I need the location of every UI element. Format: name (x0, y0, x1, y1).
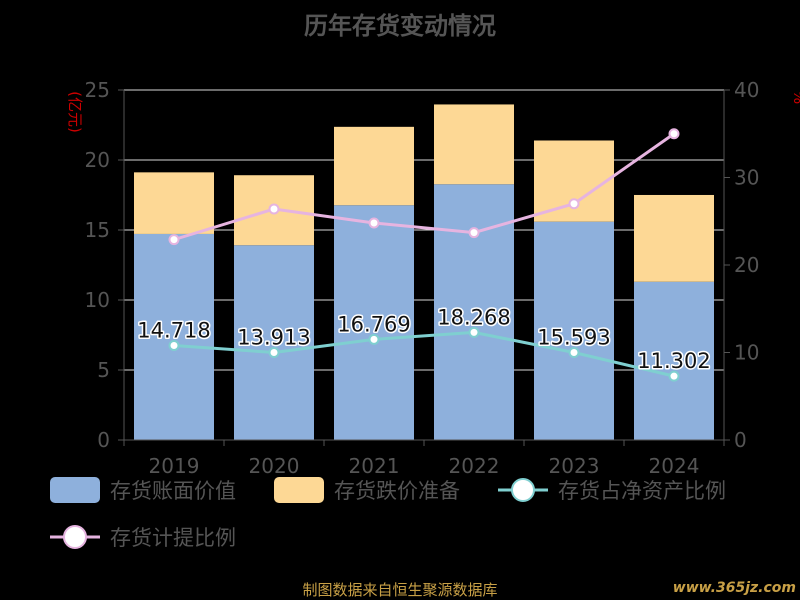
data-label: 18.268 (437, 305, 510, 329)
data-label: 11.302 (637, 349, 710, 373)
data-label: 16.769 (337, 312, 410, 336)
watermark: www.365jz.com (673, 580, 796, 596)
x-tick-label: 2019 (149, 454, 200, 478)
bar-book-value (334, 205, 414, 440)
bar-impairment (434, 104, 514, 185)
right-tick-label: 0 (734, 428, 747, 452)
left-tick-label: 20 (85, 148, 110, 172)
ratio-net-assets-point (168, 340, 180, 351)
ratio-net-assets-point (368, 333, 380, 345)
bar-impairment (634, 194, 714, 282)
source-note: 制图数据来自恒生聚源数据库 (302, 581, 497, 599)
bar-book-value (234, 245, 314, 440)
left-tick-label: 10 (85, 288, 110, 312)
right-tick-label: 20 (734, 253, 759, 277)
legend-ratio-net-assets-label: 存货占净资产比例 (558, 479, 726, 503)
chart-title: 历年存货变动情况 (304, 12, 496, 40)
provision-ratio-point (468, 227, 480, 239)
provision-ratio-line (173, 132, 675, 242)
bar-book-value (634, 281, 714, 440)
ratio-net-assets-point (568, 347, 580, 358)
ratio-net-assets-point (268, 347, 280, 358)
bar-book-value (134, 233, 214, 440)
bar-impairment (334, 126, 414, 206)
right-tick-label: 10 (734, 341, 759, 365)
left-tick-label: 5 (97, 358, 110, 382)
legend-provision-ratio-label: 存货计提比例 (110, 526, 236, 550)
bar-book-value (534, 221, 614, 440)
ratio-net-assets-point (468, 326, 480, 338)
bar-impairment (134, 172, 214, 234)
provision-ratio-point (168, 234, 180, 246)
bar-impairment (534, 140, 614, 222)
provision-ratio-point (668, 128, 680, 140)
ratio-net-assets-line (173, 330, 675, 378)
data-label: 14.718 (137, 319, 210, 343)
data-label: 15.593 (537, 326, 610, 350)
left-tick-label: 0 (97, 428, 110, 452)
right-axis-unit: % (790, 90, 800, 104)
left-axis-unit: (亿元) (66, 91, 84, 133)
data-label: 13.913 (237, 326, 310, 350)
left-tick-label: 25 (85, 78, 110, 102)
x-tick-label: 2022 (449, 454, 500, 478)
x-tick-label: 2023 (549, 454, 600, 478)
legend-book-value-label: 存货账面价值 (110, 479, 236, 503)
bar-book-value (434, 184, 514, 440)
right-tick-label: 30 (734, 166, 759, 190)
left-tick-label: 15 (85, 218, 110, 242)
legend-book-value-swatch (50, 477, 100, 503)
x-tick-label: 2021 (349, 454, 400, 478)
provision-ratio-point (268, 203, 280, 215)
legend-provision-ratio-swatch-marker (63, 525, 87, 549)
legend-impairment-swatch (274, 477, 324, 503)
ratio-net-assets-point (668, 370, 680, 382)
legend-impairment-label: 存货跌价准备 (334, 479, 460, 503)
x-tick-label: 2024 (649, 454, 700, 478)
provision-ratio-point (368, 217, 380, 229)
right-tick-label: 40 (734, 78, 759, 102)
provision-ratio-point (568, 198, 580, 210)
legend-ratio-net-assets-swatch-marker (511, 478, 535, 502)
x-tick-label: 2020 (249, 454, 300, 478)
